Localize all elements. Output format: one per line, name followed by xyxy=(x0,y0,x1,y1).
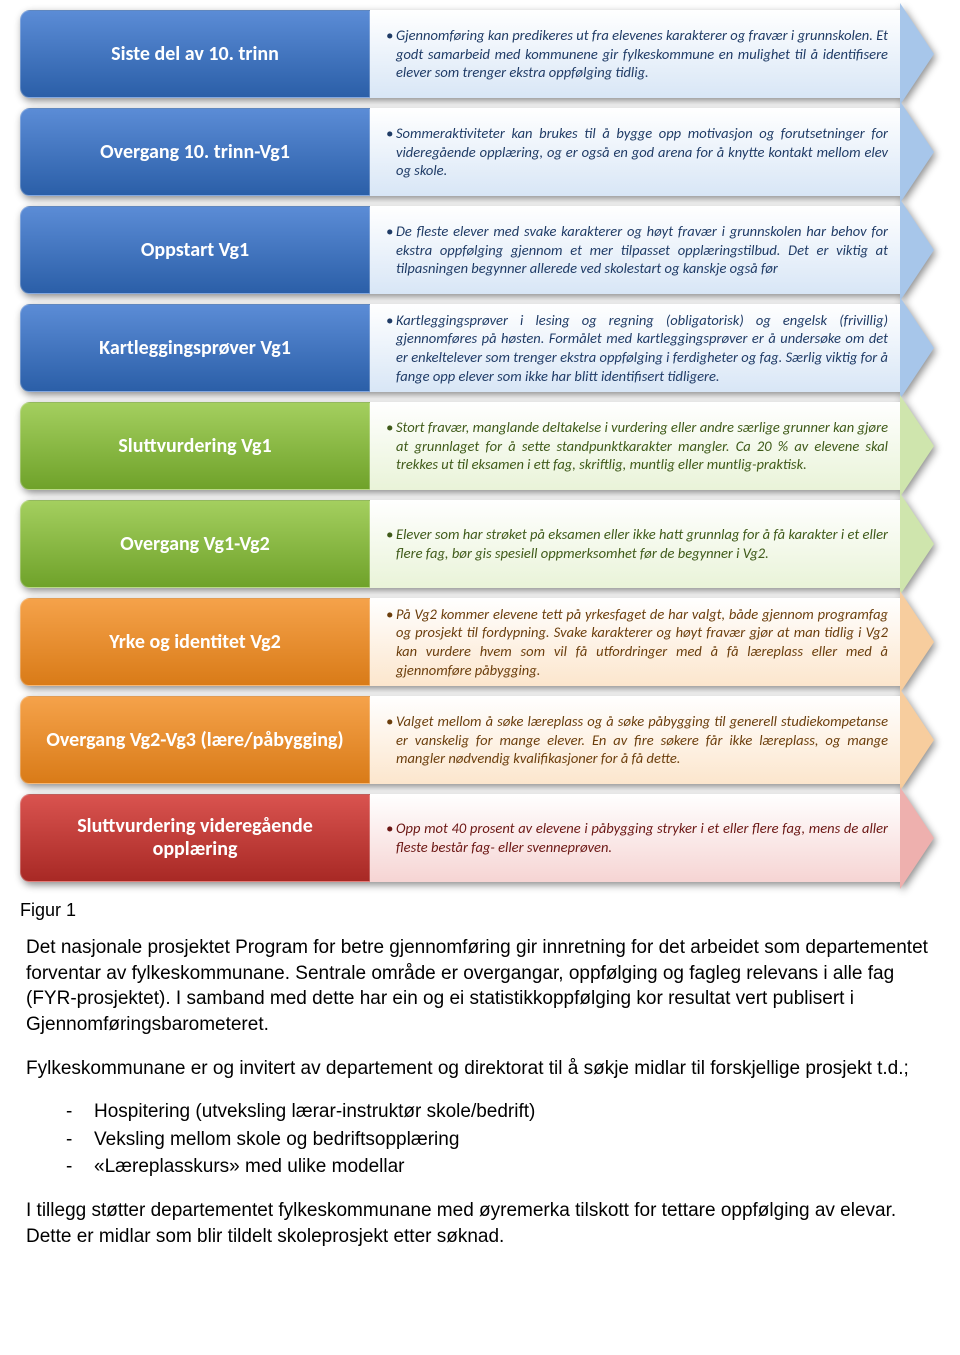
arrow-head-icon xyxy=(900,395,934,497)
stage-label: Yrke og identitet Vg2 xyxy=(20,598,370,686)
arrow-head-icon xyxy=(900,297,934,399)
arrow-head-icon xyxy=(900,493,934,595)
body-text: Det nasjonale prosjektet Program for bet… xyxy=(0,925,960,1277)
arrow-head-icon xyxy=(900,787,934,889)
paragraph-3: I tillegg støtter departementet fylkesko… xyxy=(26,1198,934,1249)
process-arrow-diagram: Siste del av 10. trinnGjennomføring kan … xyxy=(0,0,960,882)
stage-label: Overgang Vg1-Vg2 xyxy=(20,500,370,588)
arrow-row: Kartleggingsprøver Vg1Kartleggingsprøver… xyxy=(20,304,940,392)
paragraph-1: Det nasjonale prosjektet Program for bet… xyxy=(26,935,934,1038)
project-list: Hospitering (utveksling lærar-instruktør… xyxy=(66,1099,934,1180)
list-item: Veksling mellom skole og bedriftsopplæri… xyxy=(66,1127,934,1153)
arrow-row: Sluttvurdering videregående opplæringOpp… xyxy=(20,794,940,882)
figure-caption: Figur 1 xyxy=(0,892,960,925)
stage-label: Overgang 10. trinn-Vg1 xyxy=(20,108,370,196)
stage-label: Sluttvurdering Vg1 xyxy=(20,402,370,490)
arrow-row: Sluttvurdering Vg1Stort fravær, mangland… xyxy=(20,402,940,490)
stage-description: Elever som har strøket på eksamen eller … xyxy=(370,500,900,588)
arrow-row: Siste del av 10. trinnGjennomføring kan … xyxy=(20,10,940,98)
stage-description: På Vg2 kommer elevene tett på yrkesfaget… xyxy=(370,598,900,686)
arrow-head-icon xyxy=(900,101,934,203)
stage-label: Oppstart Vg1 xyxy=(20,206,370,294)
arrow-row: Overgang Vg2-Vg3 (lære/påbygging)Valget … xyxy=(20,696,940,784)
stage-description: Valget mellom å søke læreplass og å søke… xyxy=(370,696,900,784)
stage-description: De fleste elever med svake karakterer og… xyxy=(370,206,900,294)
arrow-row: Overgang 10. trinn-Vg1Sommeraktiviteter … xyxy=(20,108,940,196)
arrow-head-icon xyxy=(900,199,934,301)
stage-label: Sluttvurdering videregående opplæring xyxy=(20,794,370,882)
stage-label: Overgang Vg2-Vg3 (lære/påbygging) xyxy=(20,696,370,784)
stage-label: Siste del av 10. trinn xyxy=(20,10,370,98)
stage-label: Kartleggingsprøver Vg1 xyxy=(20,304,370,392)
arrow-row: Overgang Vg1-Vg2Elever som har strøket p… xyxy=(20,500,940,588)
stage-description: Stort fravær, manglande deltakelse i vur… xyxy=(370,402,900,490)
arrow-row: Yrke og identitet Vg2På Vg2 kommer eleve… xyxy=(20,598,940,686)
stage-description: Kartleggingsprøver i lesing og regning (… xyxy=(370,304,900,392)
list-item: «Læreplasskurs» med ulike modellar xyxy=(66,1154,934,1180)
arrow-row: Oppstart Vg1De fleste elever med svake k… xyxy=(20,206,940,294)
arrow-head-icon xyxy=(900,591,934,693)
stage-description: Sommeraktiviteter kan brukes til å bygge… xyxy=(370,108,900,196)
arrow-head-icon xyxy=(900,689,934,791)
arrow-head-icon xyxy=(900,3,934,105)
paragraph-2: Fylkeskommunane er og invitert av depart… xyxy=(26,1056,934,1082)
list-item: Hospitering (utveksling lærar-instruktør… xyxy=(66,1099,934,1125)
stage-description: Gjennomføring kan predikeres ut fra elev… xyxy=(370,10,900,98)
stage-description: Opp mot 40 prosent av elevene i påbyggin… xyxy=(370,794,900,882)
